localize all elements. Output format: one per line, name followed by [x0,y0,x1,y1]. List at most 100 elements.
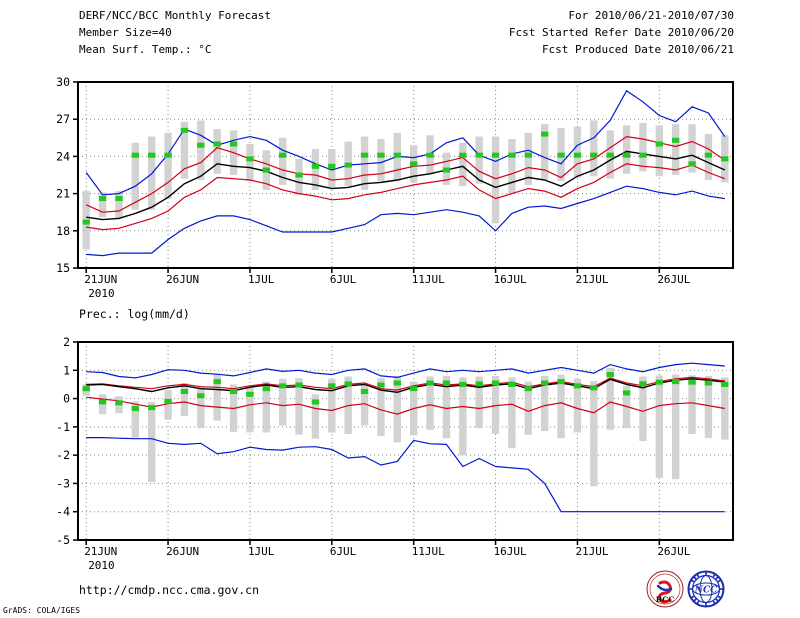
ytick-label: 2 [63,335,70,349]
spread-bar [360,384,369,426]
xtick-label: 16JUL [494,545,527,558]
xtick-label: 26JUN [166,545,199,558]
xtick-label: 21JUN [84,545,117,558]
spread-bar [148,401,156,483]
ytick-label: -4 [56,505,70,519]
spread-bar [639,376,647,441]
cmdp-url[interactable]: http://cmdp.ncc.cma.gov.cn [79,583,260,597]
xtick-label: 1JUL [248,273,275,286]
spread-bar [491,136,500,224]
ytick-label: 18 [56,224,70,238]
prec-variable-label: Prec.: log(mm/d) [79,307,190,321]
spread-bar [164,132,172,199]
spread-bar [655,375,663,478]
spread-bar [213,374,221,421]
grads-credit: GrADS: COLA/IGES [3,606,81,615]
ytick-label: 0 [63,392,70,406]
spread-bar [573,126,582,178]
spread-bar [524,381,532,435]
xtick-label: 11JUL [412,273,445,286]
spread-bar [262,381,270,433]
xtick-label: 26JUL [657,545,690,558]
spread-bar [721,377,729,440]
xtick-label: 21JUL [575,545,608,558]
spread-bar [377,378,385,436]
ytick-label: 30 [56,75,70,89]
chart-panel-temperature: 15 18 21 24 27 30 21JUN 26JUN 1JUL 6JUL 11JUL 16JUL… [56,75,734,300]
spread-bar [541,375,549,432]
series-line [86,163,726,231]
plot-frame [77,81,734,269]
svg-text:BCC: BCC [656,595,674,604]
spread-bar [475,376,483,429]
spread-bar [311,394,320,439]
series-line [85,135,726,213]
spread-bar [590,381,598,487]
spread-bar [377,139,385,182]
spread-bar [180,121,189,179]
spread-bar [688,124,696,173]
ytick-label: 1 [63,363,70,377]
spread-bar [213,129,221,174]
ytick-label: -1 [56,420,70,434]
xtick-label: 16JUL [494,273,527,286]
svg-text:NCC: NCC [694,586,718,596]
spread-bar [622,125,631,174]
ytick-label: 15 [56,261,70,275]
series-line [86,376,725,391]
spread-bar [639,122,647,172]
spread-bar [131,142,139,210]
spread-bar [180,383,189,417]
spread-bar [475,136,483,184]
spread-bar [541,124,549,180]
spread-bar [197,387,205,429]
xtick-label: 6JUL [330,545,357,558]
spread-bar [115,191,123,219]
spread-bar [557,374,565,439]
series-line [86,362,725,379]
ytick-label: 24 [56,149,70,163]
xtick-label: 26JUN [166,273,199,286]
spread-bar [131,401,139,438]
xtick-label: 21JUN [84,273,117,286]
spread-bar [279,378,287,426]
spread-bar [197,120,205,180]
year-label: 2010 [88,287,115,300]
series-line [86,185,725,257]
ytick-label: 27 [56,112,70,126]
xtick-label: 1JUL [248,545,275,558]
ytick-label: -2 [56,448,70,462]
spread-bar [606,368,614,430]
spread-bar [246,385,254,433]
spread-bar [704,375,713,439]
spread-bar [295,378,303,435]
chart-panel-precipitation: -5 -4 -3 -2 -1 0 1 2 21JUN 26JUN 1JUL 6JUL 11JUL 16JU… [56,335,734,572]
ytick-label: -3 [56,476,70,490]
spread-bar [164,390,172,420]
spread-bar [311,148,320,190]
spread-bar [279,137,287,185]
spread-bar [508,139,516,194]
series-line [85,89,726,196]
member-size-label: Member Size=40 [79,26,172,39]
spread-bar [688,375,696,434]
ytick-label: 21 [56,187,70,201]
spread-bar [655,125,663,177]
series-line [86,378,725,394]
spread-bar [98,192,107,218]
series-line [86,396,725,415]
plot-frame [77,341,734,541]
spread-bar [246,144,254,182]
spread-bar [573,378,582,433]
spread-bar [393,375,401,443]
series-line [86,150,726,221]
spread-bar [672,124,680,175]
xtick-label: 6JUL [330,273,357,286]
spread-bar [524,132,532,185]
xtick-label: 11JUL [412,545,445,558]
spread-bar [672,374,680,480]
spread-bar [491,375,500,434]
spread-bar [459,142,467,187]
forecast-period: For 2010/06/21-2010/07/30 [568,9,734,22]
spread-bar [508,377,516,449]
